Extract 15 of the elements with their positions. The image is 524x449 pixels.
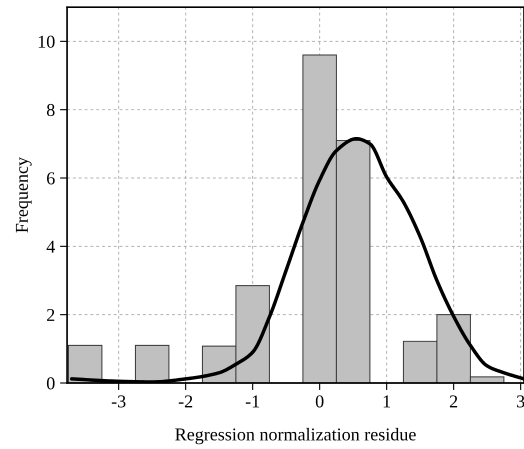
- y-tick-label: 2: [47, 308, 54, 321]
- x-tick-label: 3: [517, 395, 524, 408]
- x-tick-label: -2: [178, 395, 192, 408]
- y-tick-label: 6: [47, 172, 55, 184]
- x-tick-label: 1: [384, 395, 390, 408]
- x-tick-label: 0: [316, 395, 324, 408]
- y-tick-label: 4: [46, 240, 55, 253]
- x-axis-title: Regression normalization residue: [175, 428, 416, 444]
- y-axis-title: Frequency: [16, 157, 32, 233]
- x-tick-label: 2: [450, 395, 458, 408]
- y-tick-label: 8: [46, 104, 55, 116]
- x-tick-label: -3: [112, 395, 126, 408]
- y-tick-label: 0: [46, 377, 55, 390]
- x-tick-label: -1: [246, 395, 260, 408]
- y-tick-label: 10: [38, 36, 55, 48]
